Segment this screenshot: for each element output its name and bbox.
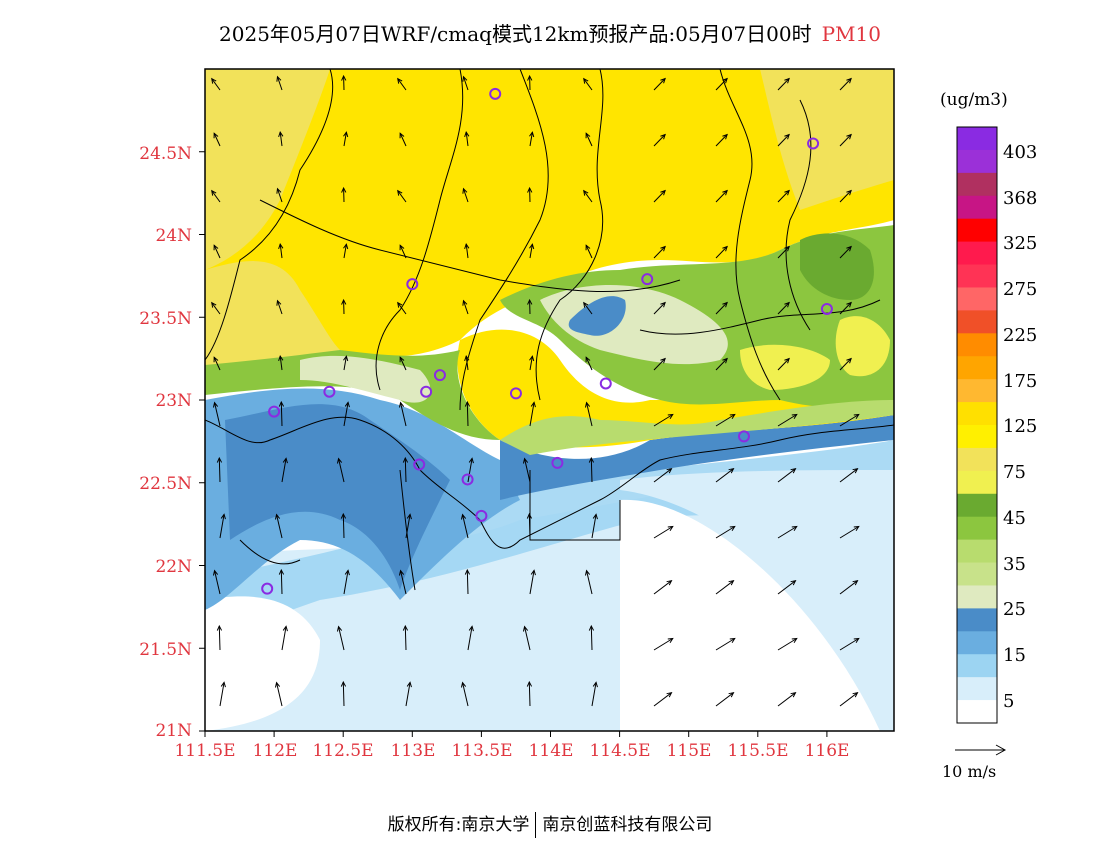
colorbar-swatch xyxy=(957,172,997,197)
lat-label-23.5n: 23.5N xyxy=(139,309,192,329)
colorbar-swatch xyxy=(957,356,997,380)
field-clear xyxy=(620,499,894,731)
footer: 版权所有:南京大学 南京创蓝科技有限公司 xyxy=(0,810,1100,838)
station-marker xyxy=(413,458,426,471)
station-marker xyxy=(807,137,820,150)
colorbar-swatch xyxy=(957,700,997,724)
lon-label-112e: 112E xyxy=(252,741,298,761)
lat-label-23n: 23N xyxy=(155,391,192,411)
colorbar-swatch xyxy=(957,447,997,472)
field-45 xyxy=(205,350,500,440)
station-marker xyxy=(268,405,281,418)
colorbar-swatch xyxy=(957,264,997,288)
colorbar-label-125: 125 xyxy=(1003,416,1038,437)
colorbar-label-275: 275 xyxy=(1003,279,1038,300)
lat-label-22.5n: 22.5N xyxy=(139,474,192,494)
title-variable: PM10 xyxy=(821,22,881,46)
station-marker xyxy=(599,377,612,390)
footer-separator xyxy=(535,812,537,838)
lon-label-111.5e: 111.5E xyxy=(174,741,236,761)
wind-vectors xyxy=(211,74,860,707)
colorbar-units: (ug/m3) xyxy=(940,90,1008,110)
vector-scale-label: 10 m/s xyxy=(942,762,997,781)
colorbar-label-15: 15 xyxy=(1003,645,1026,666)
colorbar-swatch xyxy=(957,654,997,678)
footer-rights: 版权所有:南京大学 xyxy=(387,815,530,835)
colorbar-swatch xyxy=(957,218,997,243)
colorbar-swatch xyxy=(957,608,997,632)
lon-label-112.5e: 112.5E xyxy=(312,741,374,761)
colorbar-swatch xyxy=(957,539,997,564)
colorbar-swatch xyxy=(957,677,997,701)
station-marker xyxy=(420,385,433,398)
station-marker xyxy=(641,273,654,286)
colorbar-label-25: 25 xyxy=(1003,599,1026,620)
lon-label-113e: 113E xyxy=(390,741,436,761)
lat-label-24n: 24N xyxy=(155,226,192,246)
colorbar-swatch xyxy=(957,287,997,311)
station-marker xyxy=(509,387,522,400)
colorbar-label-403: 403 xyxy=(1003,142,1038,163)
title-main: 2025年05月07日WRF/cmaq模式12km预报产品:05月07日00时 xyxy=(219,22,812,46)
lat-label-24.5n: 24.5N xyxy=(139,144,192,164)
lon-label-115e: 115E xyxy=(666,741,712,761)
colorbar-swatch xyxy=(957,585,997,609)
colorbar-swatch xyxy=(957,149,997,174)
colorbar-swatch xyxy=(957,631,997,655)
field-75 xyxy=(205,69,330,270)
axis-ticks xyxy=(199,151,828,737)
map-title: 2025年05月07日WRF/cmaq模式12km预报产品:05月07日00时 P… xyxy=(0,18,1100,47)
station-marker xyxy=(406,278,419,291)
colorbar-label-45: 45 xyxy=(1003,508,1026,529)
lat-label-21.5n: 21.5N xyxy=(139,640,192,660)
station-marker xyxy=(737,430,750,443)
station-marker xyxy=(261,582,274,595)
colorbar-swatch xyxy=(957,310,997,334)
field-75b xyxy=(760,69,894,210)
vector-scale-arrow xyxy=(955,744,1007,756)
colorbar-swatch xyxy=(957,470,997,495)
field-25 xyxy=(225,404,450,590)
lat-label-21n: 21N xyxy=(155,721,192,741)
colorbar xyxy=(957,127,997,724)
colorbar-label-368: 368 xyxy=(1003,188,1038,209)
colorbar-swatch xyxy=(957,516,997,541)
footer-company: 南京创蓝科技有限公司 xyxy=(542,815,713,835)
colorbar-swatch xyxy=(957,562,997,586)
field-75c xyxy=(740,344,830,390)
colorbar-swatch xyxy=(957,127,997,151)
colorbar-swatch xyxy=(957,493,997,518)
colorbar-swatch xyxy=(957,425,997,449)
colorbar-label-175: 175 xyxy=(1003,371,1038,392)
lon-label-114.5e: 114.5E xyxy=(589,741,651,761)
colorbar-label-225: 225 xyxy=(1003,325,1038,346)
colorbar-swatch xyxy=(957,241,997,266)
colorbar-border xyxy=(956,126,998,724)
station-marker xyxy=(551,456,564,469)
colorbar-label-35: 35 xyxy=(1003,554,1026,575)
lon-label-113.5e: 113.5E xyxy=(451,741,513,761)
colorbar-swatch xyxy=(957,379,997,403)
lon-label-114e: 114E xyxy=(528,741,574,761)
colorbar-label-5: 5 xyxy=(1003,691,1015,712)
station-marker xyxy=(323,385,336,398)
lon-label-115.5e: 115.5E xyxy=(727,741,789,761)
lon-label-116e: 116E xyxy=(804,741,850,761)
colorbar-label-75: 75 xyxy=(1003,462,1026,483)
colorbar-label-325: 325 xyxy=(1003,233,1038,254)
station-marker xyxy=(820,302,833,315)
colorbar-swatch xyxy=(957,195,997,220)
field-125 xyxy=(205,69,894,360)
station-marker xyxy=(461,473,474,486)
colorbar-swatch xyxy=(957,333,997,357)
monitoring-stations xyxy=(261,87,833,595)
colorbar-swatch xyxy=(957,402,997,426)
station-marker xyxy=(489,87,502,100)
lat-label-22n: 22N xyxy=(155,557,192,577)
station-marker xyxy=(475,509,488,522)
station-marker xyxy=(433,369,446,382)
concentration-field xyxy=(205,69,894,731)
